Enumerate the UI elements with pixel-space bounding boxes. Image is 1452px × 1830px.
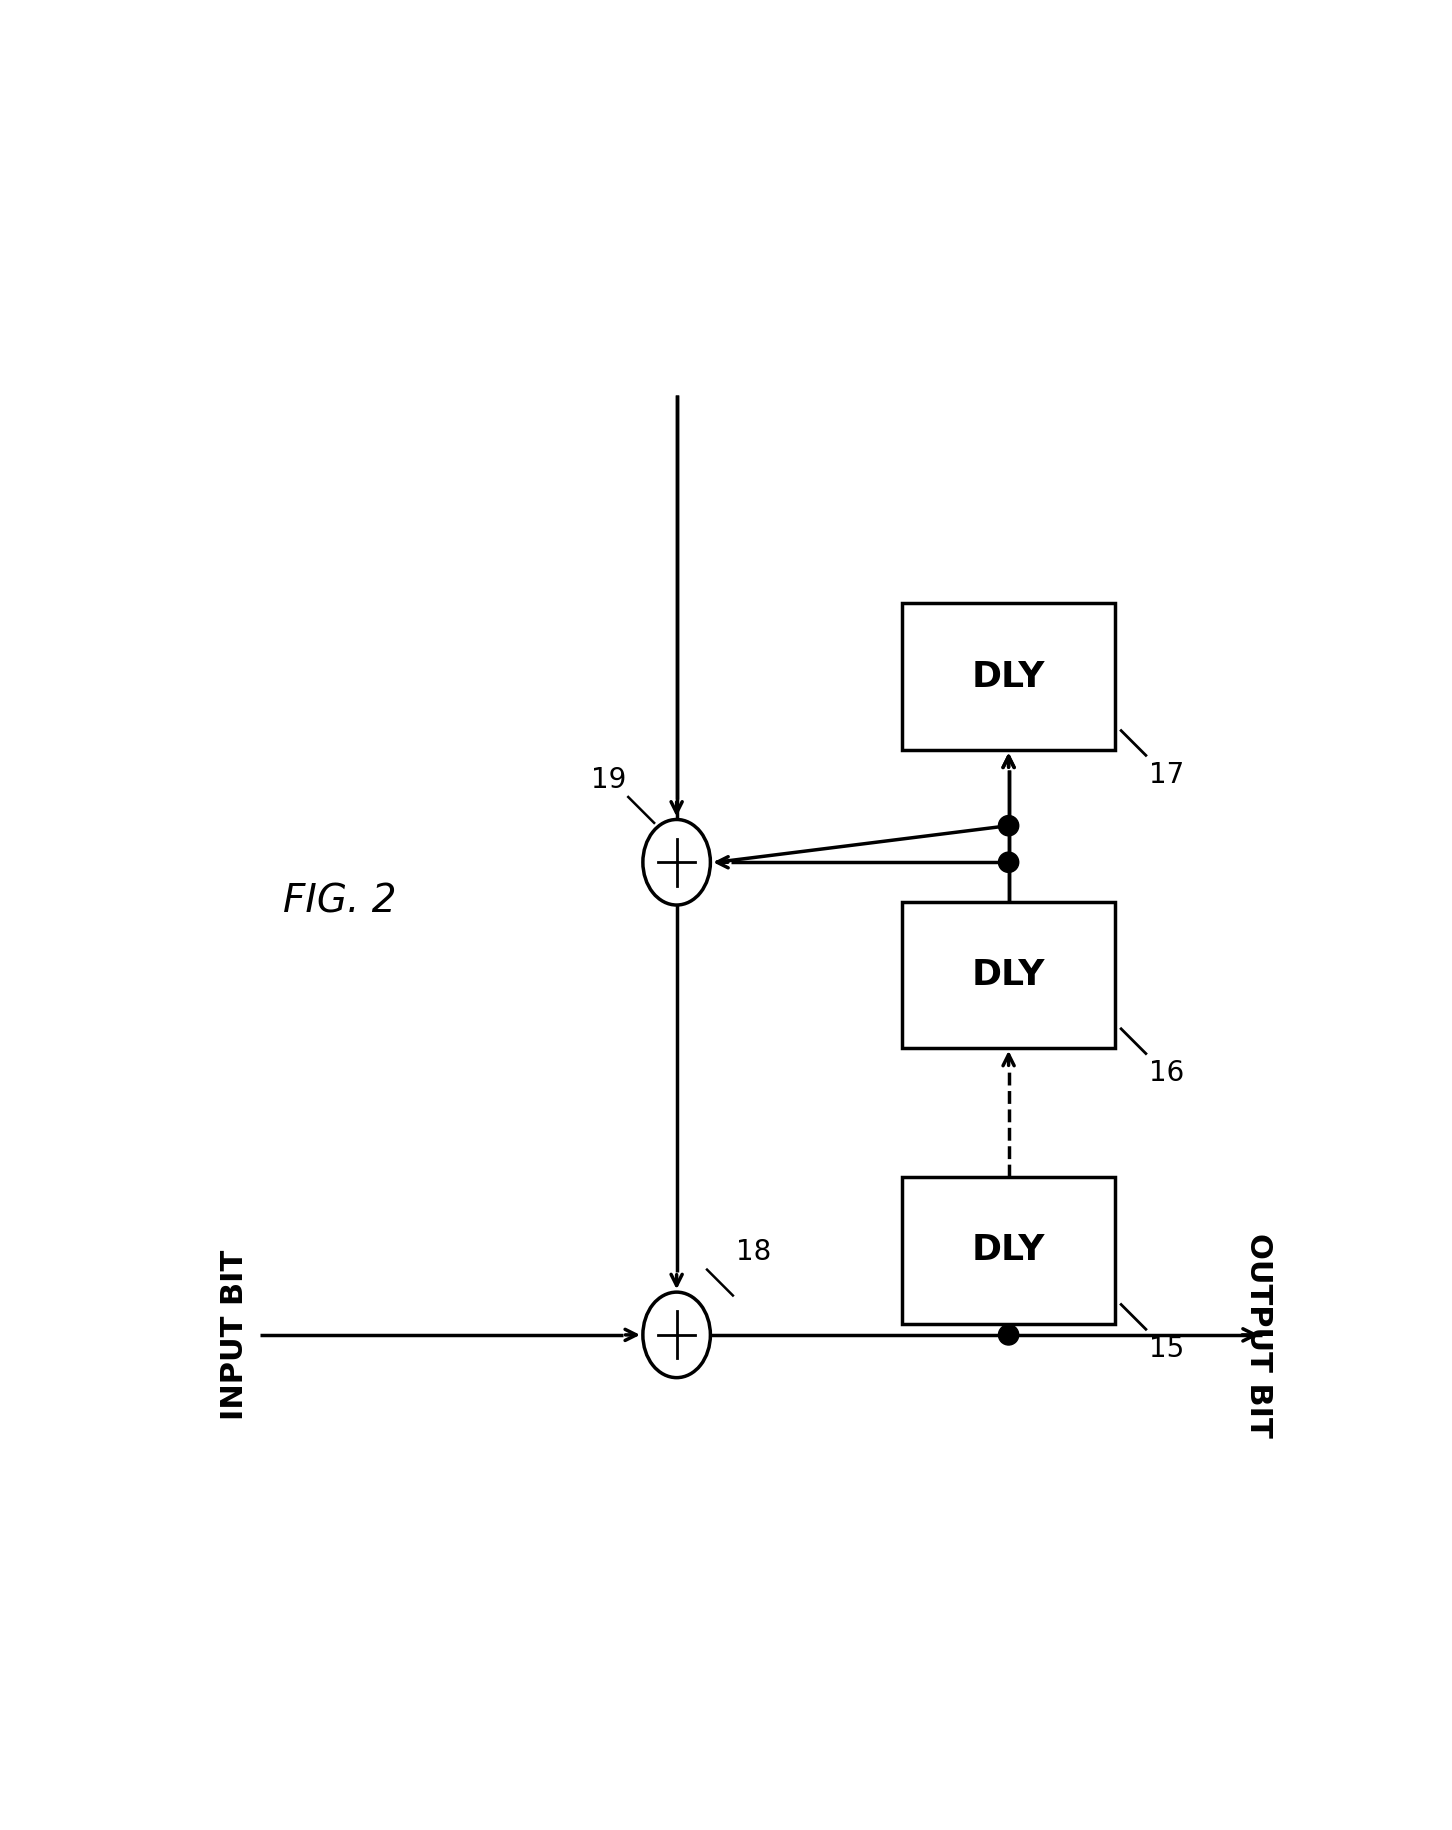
Bar — [902, 1177, 1115, 1323]
Bar — [902, 902, 1115, 1049]
Text: 17: 17 — [1149, 761, 1185, 789]
Bar — [902, 604, 1115, 750]
Ellipse shape — [643, 1292, 710, 1378]
Text: 16: 16 — [1149, 1060, 1185, 1087]
Text: DLY: DLY — [971, 957, 1045, 992]
Text: OUTPUT BIT: OUTPUT BIT — [1244, 1233, 1273, 1437]
Text: 15: 15 — [1149, 1334, 1185, 1363]
Circle shape — [999, 853, 1019, 873]
Text: DLY: DLY — [971, 659, 1045, 694]
Text: INPUT BIT: INPUT BIT — [221, 1250, 250, 1420]
Text: FIG. 2: FIG. 2 — [283, 882, 396, 920]
Ellipse shape — [643, 820, 710, 906]
Text: 18: 18 — [736, 1239, 771, 1266]
Circle shape — [999, 1325, 1019, 1345]
Circle shape — [999, 816, 1019, 836]
Text: DLY: DLY — [971, 1233, 1045, 1268]
Text: 19: 19 — [591, 765, 626, 794]
